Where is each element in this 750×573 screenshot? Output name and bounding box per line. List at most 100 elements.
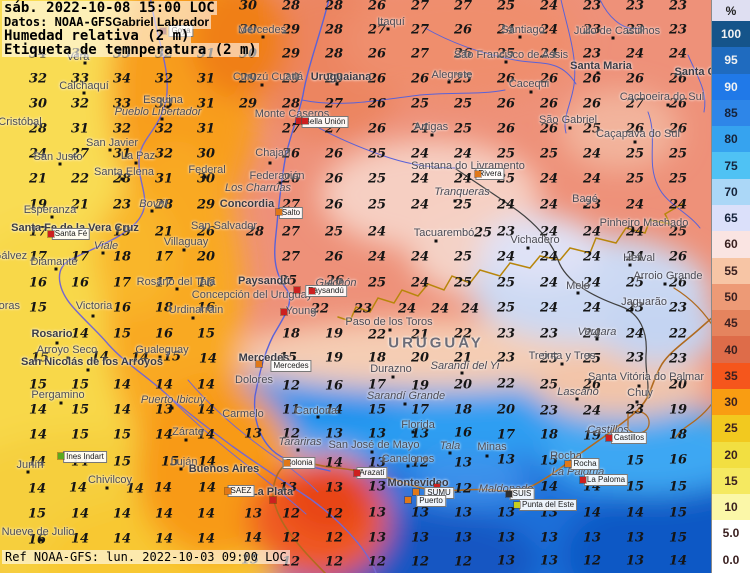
temperature-label: 24 (625, 326, 645, 342)
temperature-label: 23 (582, 46, 602, 62)
temperature-label: 14 (68, 480, 88, 496)
city-label: Gualeguay (135, 344, 189, 356)
temperature-label: 17 (410, 402, 430, 418)
temperature-label: 27 (367, 22, 387, 38)
city-label: Bovril (139, 198, 167, 210)
temperature-label: 20 (196, 249, 216, 265)
city-dot (170, 406, 174, 410)
temperature-label: 24 (496, 197, 516, 213)
station-label: Arazatí (356, 467, 388, 479)
map-header: sáb. 2022-10-08 15:00 LOC Datos: NOAA-GF… (2, 1, 259, 57)
station-marker (276, 209, 282, 215)
temperature-label: 26 (367, 96, 387, 112)
temperature-label: 19 (324, 350, 344, 366)
temperature-label: 21 (154, 224, 174, 240)
temperature-label: 25 (453, 197, 473, 213)
humidity-scale: % 100 95 90 85 80 75 70 65 60 55 50 45 40 35 30 25 20 15 1… (711, 0, 750, 573)
city-label: Totoras (0, 300, 21, 312)
city-dot (278, 181, 282, 185)
city-dot (50, 215, 54, 219)
temperature-label: 19 (410, 378, 430, 394)
temperature-label: 13 (410, 530, 430, 546)
city-dot (403, 402, 407, 406)
city-dot (666, 103, 670, 107)
city-dot (453, 199, 457, 203)
temperature-label: 31 (154, 171, 174, 187)
temperature-label: 15 (112, 427, 132, 443)
temperature-label: 24 (430, 301, 450, 317)
station-label: Mercedes (270, 360, 312, 372)
temperature-label: 32 (28, 71, 48, 87)
temperature-label: 25 (453, 249, 473, 265)
temperature-label: 34 (112, 71, 132, 87)
station-label: Puerto (416, 495, 446, 507)
city-label: Itaquí (377, 16, 405, 28)
city-label: Santa Maria (570, 60, 632, 72)
temperature-label: 15 (70, 377, 90, 393)
scale-cell: 30 (712, 388, 750, 416)
temperature-label: 29 (281, 22, 301, 38)
temperature-label: 18 (112, 249, 132, 265)
temperature-label: 18 (453, 402, 473, 418)
temperature-label: 25 (453, 121, 473, 137)
temperature-label: 29 (281, 71, 301, 87)
temperature-label: 25 (496, 0, 516, 14)
city-dot (120, 177, 124, 181)
temperature-label: 30 (196, 146, 216, 162)
city-label: Esperanza (23, 204, 77, 216)
city-dot (583, 205, 587, 209)
temperature-label: 14 (70, 506, 90, 522)
temperature-label: 26 (324, 171, 344, 187)
city-label: Chuy (627, 387, 653, 399)
temperature-label: 14 (27, 454, 47, 470)
temperature-label: 25 (668, 171, 688, 187)
scale-cell: 35 (712, 362, 750, 389)
temperature-label: 26 (668, 249, 688, 265)
city-dot (83, 61, 87, 65)
temperature-label: 13 (410, 426, 430, 442)
city-label: Cristóbal (0, 116, 42, 128)
temperature-label: 12 (410, 455, 430, 471)
temperature-label: 23 (353, 301, 373, 317)
temperature-label: 14 (196, 531, 216, 547)
temperature-label: 15 (625, 479, 645, 495)
station-marker (296, 118, 302, 124)
temperature-label: 13 (496, 452, 516, 468)
temperature-label: 26 (582, 96, 602, 112)
city-label: Villaguay (163, 236, 209, 248)
city-dot (166, 105, 170, 109)
temperature-label: 13 (496, 530, 516, 546)
temperature-label: 32 (112, 121, 132, 137)
scale-cell: 75 (712, 152, 750, 179)
temperature-label: 15 (112, 454, 132, 470)
city-label: Nueve de Julio (1, 526, 75, 538)
temperature-label: 27 (625, 96, 645, 112)
temperature-label: 26 (367, 46, 387, 62)
city-label: Concepción del Uruguay (191, 289, 313, 301)
station-marker (270, 497, 276, 503)
city-label: Tranqueras (434, 186, 490, 198)
city-dot (460, 371, 464, 375)
temperature-label: 24 (496, 22, 516, 38)
temperature-label: 12 (367, 554, 387, 570)
temperature-label: 14 (70, 326, 90, 342)
temperature-label: 28 (281, 96, 301, 112)
temperature-label: 25 (367, 197, 387, 213)
city-label: Santa C (674, 66, 716, 78)
temperature-label: 17 (154, 275, 174, 291)
temperature-label: 24 (539, 22, 559, 38)
temperature-label: 23 (539, 403, 559, 419)
scale-cell: 70 (712, 178, 750, 205)
temperature-label: 15 (162, 349, 182, 365)
city-label: Paysandú (238, 275, 290, 287)
scale-cell: 65 (712, 204, 750, 232)
temperature-label: 25 (668, 146, 688, 162)
station-marker (606, 435, 612, 441)
temperature-label: 24 (582, 171, 602, 187)
coastline (272, 280, 750, 573)
temperature-label: 15 (668, 479, 688, 495)
temperature-label: 23 (112, 197, 132, 213)
city-label: Luján (170, 456, 198, 468)
